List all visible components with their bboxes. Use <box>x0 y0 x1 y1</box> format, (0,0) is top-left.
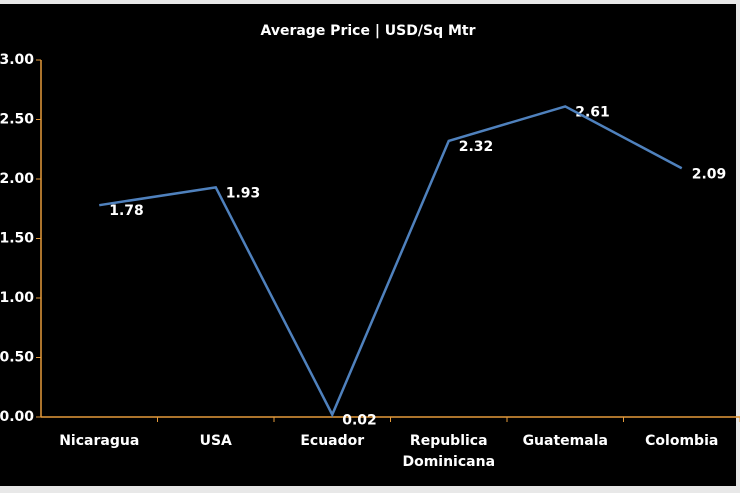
y-tick-label: 2.00 <box>0 171 34 187</box>
x-tick-label: USA <box>200 433 232 449</box>
y-tick-label: 0.50 <box>0 350 34 366</box>
data-label: 1.93 <box>226 185 261 201</box>
y-tick-label: 2.50 <box>0 112 34 128</box>
data-label: 2.09 <box>692 166 727 182</box>
y-tick-label: 1.00 <box>0 290 34 306</box>
y-tick-label: 0.00 <box>0 409 34 425</box>
x-tick-label: Nicaragua <box>59 433 139 449</box>
data-label: 2.32 <box>459 139 494 155</box>
x-tick-label: Republica Dominicana <box>402 433 495 470</box>
x-tick-label: Colombia <box>645 433 718 449</box>
data-label: 1.78 <box>109 203 144 219</box>
x-tick-label: Guatemala <box>523 433 608 449</box>
y-tick-label: 3.00 <box>0 52 34 68</box>
data-label: 0.02 <box>342 413 377 429</box>
line <box>99 105 683 418</box>
y-tick-label: 1.50 <box>0 231 34 247</box>
chart-title: Average Price | USD/Sq Mtr <box>260 23 475 39</box>
x-tick-label: Ecuador <box>300 433 364 449</box>
data-label: 2.61 <box>575 104 610 120</box>
chart-background <box>0 4 736 486</box>
